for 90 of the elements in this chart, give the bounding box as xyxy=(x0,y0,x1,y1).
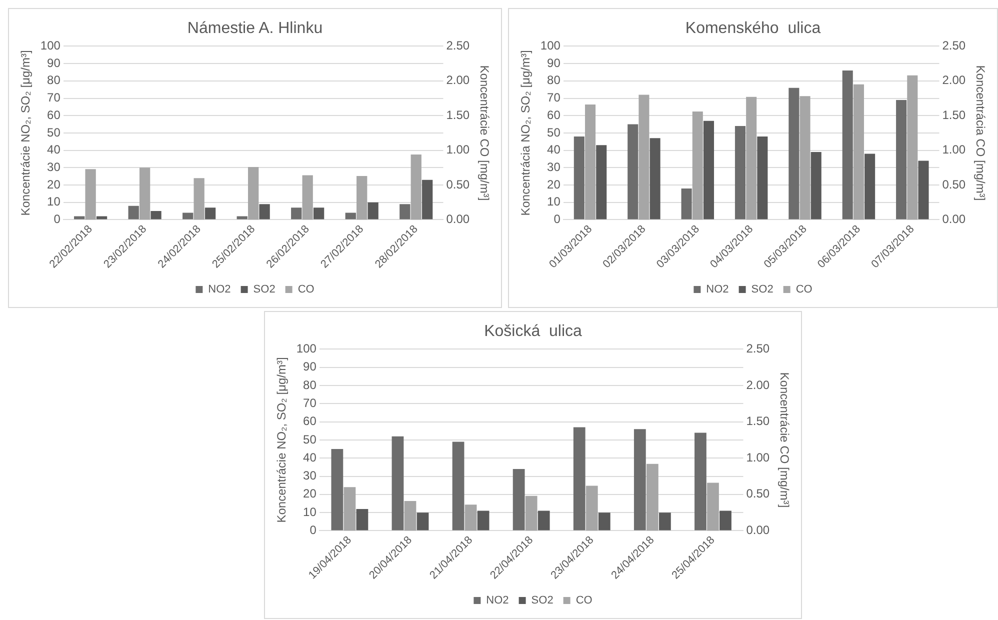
y2-tick-label: 0.50 xyxy=(446,177,470,192)
y-tick-label: 0 xyxy=(54,212,61,226)
y2-tick-label: 1.00 xyxy=(942,142,966,157)
y-tick-label: 40 xyxy=(47,142,61,157)
bar xyxy=(452,442,464,530)
y2-tick-label: 1.00 xyxy=(746,450,770,464)
y2-axis-title: Koncentrácie CO [mg/m³] xyxy=(477,65,492,201)
y2-tick-label: 2.00 xyxy=(942,73,966,88)
y2-tick-label: 0.50 xyxy=(746,486,770,501)
y2-tick-label: 0.00 xyxy=(446,212,470,226)
bar xyxy=(356,176,368,220)
y-tick-label: 100 xyxy=(40,38,61,53)
y-tick-label: 40 xyxy=(303,450,317,464)
y-tick-label: 60 xyxy=(547,108,561,122)
y-tick-label: 70 xyxy=(47,90,61,105)
y2-tick-label: 1.50 xyxy=(942,108,966,122)
legend-label: NO2 xyxy=(208,284,231,296)
y2-tick-label: 2.00 xyxy=(746,378,770,392)
y2-tick-label: 0.00 xyxy=(942,212,966,226)
bar xyxy=(291,208,302,220)
legend-label: SO2 xyxy=(751,284,774,296)
y-tick-label: 100 xyxy=(296,342,317,356)
y-tick-label: 90 xyxy=(47,56,61,70)
y2-tick-label: 2.50 xyxy=(446,38,470,53)
bar xyxy=(392,436,404,530)
y-tick-label: 30 xyxy=(47,160,61,174)
y-axis-title: Koncentrácie NO₂, SO₂ [μg/m³] xyxy=(18,50,33,216)
y-tick-label: 80 xyxy=(303,378,317,392)
bar xyxy=(302,175,313,220)
bar xyxy=(573,427,586,530)
y-tick-label: 40 xyxy=(547,142,561,157)
y-tick-label: 60 xyxy=(47,108,61,122)
chart-title: Komenského ulica xyxy=(685,20,821,38)
y2-tick-label: 0.50 xyxy=(942,177,966,192)
legend-label: NO2 xyxy=(706,284,729,296)
y2-tick-label: 0.00 xyxy=(746,523,770,538)
y2-axis-title: Koncentrácia CO [mg/m³] xyxy=(973,65,988,201)
y-tick-label: 0 xyxy=(554,212,561,226)
legend-label: NO2 xyxy=(486,594,509,607)
legend-label: CO xyxy=(298,284,315,296)
bar xyxy=(139,168,150,220)
y-tick-label: 100 xyxy=(540,38,561,53)
y2-tick-label: 1.00 xyxy=(446,142,470,157)
bar xyxy=(694,432,706,530)
y-tick-label: 70 xyxy=(303,396,317,410)
bar xyxy=(681,188,692,220)
bar xyxy=(204,208,216,220)
legend-label: CO xyxy=(576,594,593,607)
y-tick-label: 90 xyxy=(547,56,561,70)
y-tick-label: 60 xyxy=(303,414,317,428)
y-tick-label: 80 xyxy=(547,73,561,88)
bar xyxy=(128,206,139,220)
y-tick-label: 20 xyxy=(47,177,61,192)
y-axis-title: Koncentrácia NO₂, SO₂ [μg/m³] xyxy=(518,50,533,216)
y2-tick-label: 2.50 xyxy=(746,342,770,356)
y-tick-label: 80 xyxy=(47,73,61,88)
y-tick-label: 10 xyxy=(47,194,61,209)
y2-tick-label: 2.50 xyxy=(942,38,966,53)
y-tick-label: 0 xyxy=(310,523,317,538)
y-axis-title: Koncentrácie NO₂, SO₂ [μg/m³] xyxy=(274,357,289,523)
y-tick-label: 10 xyxy=(303,504,317,519)
bar xyxy=(85,169,96,220)
bar xyxy=(259,204,270,220)
bar xyxy=(345,212,356,220)
bar xyxy=(182,212,194,220)
y-tick-label: 90 xyxy=(303,360,317,374)
y-tick-label: 30 xyxy=(547,160,561,174)
y2-tick-label: 1.50 xyxy=(746,414,770,428)
y-tick-label: 10 xyxy=(547,194,561,209)
bar xyxy=(658,512,671,530)
y-tick-label: 20 xyxy=(303,486,317,501)
chart-title: Košická ulica xyxy=(484,323,582,340)
legend-label: SO2 xyxy=(253,284,276,296)
bar xyxy=(400,204,410,220)
y-tick-label: 30 xyxy=(303,468,317,483)
chart-title: Námestie A. Hlinku xyxy=(187,20,323,38)
y2-axis-title: Koncentrácie CO [mg/m³] xyxy=(777,372,792,508)
y-tick-label: 50 xyxy=(303,432,317,446)
legend-label: SO2 xyxy=(531,594,554,607)
y-tick-label: 20 xyxy=(547,177,561,192)
y-tick-label: 70 xyxy=(547,90,561,105)
y-tick-label: 50 xyxy=(547,125,561,140)
bar xyxy=(248,166,259,220)
bar xyxy=(194,178,204,220)
bar xyxy=(313,208,324,220)
y2-tick-label: 1.50 xyxy=(446,108,470,122)
legend-label: CO xyxy=(796,284,813,296)
bar xyxy=(150,211,162,220)
y2-tick-label: 2.00 xyxy=(446,73,470,88)
y-tick-label: 50 xyxy=(47,125,61,140)
